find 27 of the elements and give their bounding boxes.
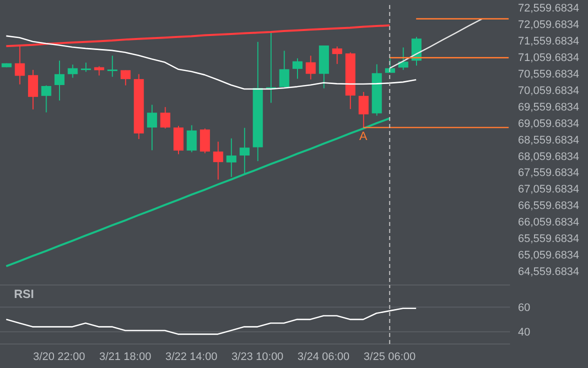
y-tick-label: 69,059.6834 [518,118,580,130]
y-tick-label: 67,559.6834 [518,167,580,180]
x-tick-label: 3/20 22:00 [33,350,86,363]
y-tick-label: 70,059.6834 [518,84,580,97]
y-tick-label: 68,559.6834 [518,134,580,146]
y-tick-label: 72,059.6834 [518,18,580,31]
y-tick-label: 66,559.6834 [518,200,580,212]
y-tick-label: 70,559.6834 [518,68,580,80]
y-tick-label: 68,059.6834 [518,150,580,163]
y-tick-label: 64,559.6834 [518,266,580,278]
x-tick-label: 3/21 18:00 [99,350,152,363]
annotation: A [359,129,368,144]
x-tick-label: 3/24 06:00 [298,350,350,363]
y-tick-label: 40 [518,326,530,339]
y-tick-label: 65,559.6834 [518,233,580,246]
chart-title: RSI [14,287,34,301]
y-tick-label: 72,559.6834 [518,2,580,15]
y-tick-label: 71,559.6834 [518,35,580,48]
y-tick-label: 65,059.6834 [518,250,580,262]
x-tick-label: 3/25 06:00 [364,350,416,363]
y-tick-label: 69,559.6834 [518,101,580,114]
y-tick-label: 71,059.6834 [518,52,580,64]
y-tick-label: 66,059.6834 [518,216,580,229]
x-tick-label: 3/22 14:00 [165,350,218,363]
y-tick-label: 67,059.6834 [518,184,580,196]
y-tick-label: 60 [518,302,530,314]
x-tick-label: 3/23 10:00 [231,350,284,363]
